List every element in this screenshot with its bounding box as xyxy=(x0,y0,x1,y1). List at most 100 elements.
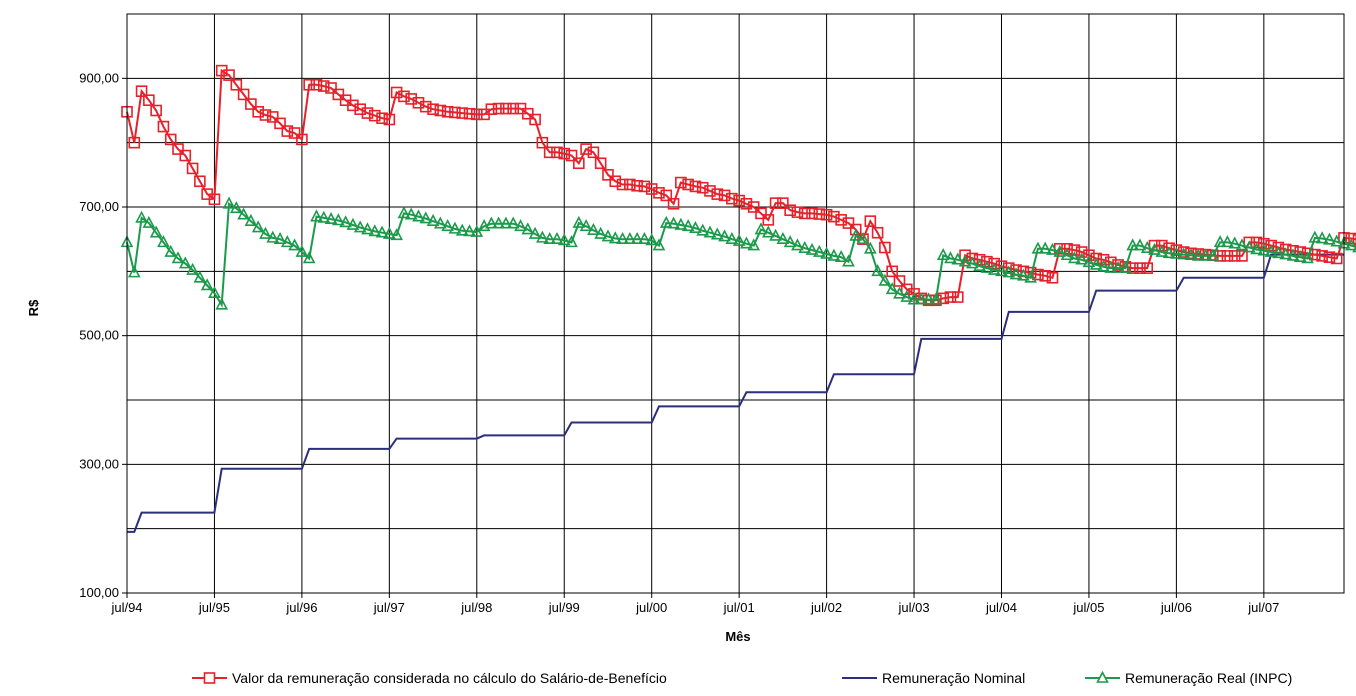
data-point xyxy=(630,231,644,244)
data-point xyxy=(551,146,563,159)
data-point xyxy=(390,228,403,241)
data-point xyxy=(1082,255,1096,268)
data-point xyxy=(1097,259,1110,272)
data-point xyxy=(376,112,388,125)
data-point xyxy=(725,231,739,244)
data-point xyxy=(1330,252,1343,265)
data-point xyxy=(346,217,360,230)
data-point xyxy=(726,192,738,205)
y-axis-ticks: 100,00 300,00 500,00 700,00 900,00 xyxy=(79,70,127,600)
x-tick-label: jul/94 xyxy=(110,600,142,615)
data-point xyxy=(828,210,840,223)
data-point xyxy=(427,103,439,116)
data-point xyxy=(485,216,498,229)
data-point xyxy=(536,230,549,243)
data-point xyxy=(506,216,520,229)
data-point xyxy=(1265,239,1277,252)
data-point xyxy=(1068,244,1081,256)
data-point xyxy=(966,256,979,269)
data-point xyxy=(492,102,505,115)
data-point xyxy=(492,216,505,229)
data-point xyxy=(995,264,1008,277)
data-point xyxy=(879,241,891,254)
data-point xyxy=(222,196,236,209)
legend-label: Remuneração Real (INPC) xyxy=(1125,670,1292,686)
data-point xyxy=(288,238,301,251)
data-point xyxy=(645,233,659,246)
plot-area-frame xyxy=(126,13,1345,594)
data-point xyxy=(638,231,651,244)
data-point xyxy=(266,230,280,243)
data-point xyxy=(302,251,316,264)
data-point xyxy=(893,275,906,287)
x-tick-label: jul/99 xyxy=(548,600,580,615)
data-point xyxy=(441,219,454,232)
data-point xyxy=(208,193,221,206)
data-point xyxy=(580,143,592,155)
data-point xyxy=(499,216,513,229)
data-point xyxy=(434,216,447,229)
data-point xyxy=(543,231,556,244)
data-point xyxy=(398,90,410,103)
data-point xyxy=(1228,250,1241,262)
data-point xyxy=(1097,253,1110,266)
data-point xyxy=(944,251,957,264)
data-point xyxy=(1258,237,1270,250)
data-point xyxy=(565,235,578,248)
data-point xyxy=(157,120,170,133)
data-point xyxy=(1104,260,1118,273)
data-point xyxy=(791,206,804,218)
data-point xyxy=(689,221,702,234)
data-point xyxy=(689,180,702,193)
data-point xyxy=(405,93,418,105)
data-point xyxy=(1191,248,1205,261)
data-point xyxy=(259,109,272,121)
data-point xyxy=(1308,230,1322,243)
x-tick-label: jul/98 xyxy=(460,600,492,615)
data-point xyxy=(616,231,629,244)
data-point xyxy=(573,157,585,170)
data-point xyxy=(667,197,680,210)
data-point xyxy=(616,178,629,191)
data-point xyxy=(325,82,337,94)
data-point xyxy=(710,227,724,240)
data-point xyxy=(1272,246,1285,259)
data-point xyxy=(1250,236,1263,249)
data-point xyxy=(798,240,812,253)
data-point xyxy=(1156,239,1168,252)
data-point xyxy=(237,88,250,101)
data-point xyxy=(893,286,906,299)
data-point xyxy=(1112,259,1124,271)
data-point xyxy=(150,104,162,117)
data-point xyxy=(237,207,250,220)
data-point xyxy=(1170,244,1183,256)
data-point xyxy=(718,229,731,242)
data-point xyxy=(194,175,206,188)
data-point xyxy=(1315,231,1329,244)
data-point xyxy=(251,220,265,233)
x-tick-label: jul/07 xyxy=(1247,600,1279,615)
data-point xyxy=(1235,238,1249,251)
data-point xyxy=(375,225,389,238)
data-point xyxy=(565,149,578,162)
data-point xyxy=(558,147,571,160)
data-point xyxy=(624,178,636,191)
data-point xyxy=(252,105,264,118)
data-point xyxy=(1344,238,1356,251)
data-point xyxy=(500,102,512,115)
data-point xyxy=(245,98,257,110)
x-axis-ticks: jul/94 jul/95 jul/96 jul/97 jul/98 jul/99 jul/… xyxy=(110,593,1279,615)
data-point xyxy=(623,231,637,244)
data-point xyxy=(456,107,469,119)
data-point xyxy=(594,157,607,170)
data-point xyxy=(455,223,469,236)
data-point xyxy=(215,297,229,310)
data-point xyxy=(696,223,710,236)
data-point xyxy=(981,255,993,268)
data-point xyxy=(412,209,425,222)
x-tick-label: jul/00 xyxy=(635,600,667,615)
data-point xyxy=(135,210,148,223)
data-point xyxy=(1061,243,1073,255)
data-point xyxy=(259,226,272,239)
data-point xyxy=(798,207,811,220)
